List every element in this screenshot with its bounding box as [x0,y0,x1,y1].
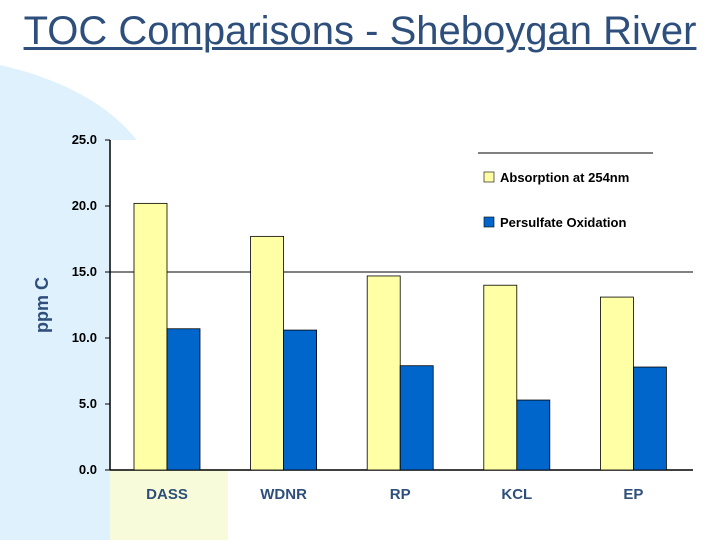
bar-rp-persulfate [399,365,434,471]
bar-dass-persulfate [166,328,201,471]
bar-rp-absorption [366,275,401,471]
slide-title: TOC Comparisons - Sheboygan River [23,9,697,53]
bar-ep-persulfate [633,366,667,471]
bar-dass-absorption [133,202,168,471]
y-tick-label: 25.0 [72,132,97,147]
y-tick-label: 20.0 [72,198,97,213]
bar-wdnr-persulfate [283,329,318,471]
bar-kcl-absorption [483,284,518,471]
legend-label: Absorption at 254nm [500,170,629,185]
x-tick-label: WDNR [260,486,307,503]
bar-ep-absorption [600,296,634,471]
legend-swatch [483,216,495,228]
bar-kcl-persulfate [516,399,551,471]
bar-wdnr-absorption [250,235,285,471]
x-tick-label: EP [623,486,643,503]
y-tick-label: 0.0 [79,462,97,477]
y-tick-label: 10.0 [72,330,97,345]
y-tick-label: 5.0 [79,396,97,411]
legend-label: Persulfate Oxidation [500,215,626,230]
y-axis-label: ppm C [32,277,52,333]
x-tick-label: KCL [501,486,532,503]
x-tick-label: DASS [146,486,188,503]
legend-swatch [483,171,495,183]
y-tick-label: 15.0 [72,264,97,279]
x-tick-label: RP [390,486,411,503]
